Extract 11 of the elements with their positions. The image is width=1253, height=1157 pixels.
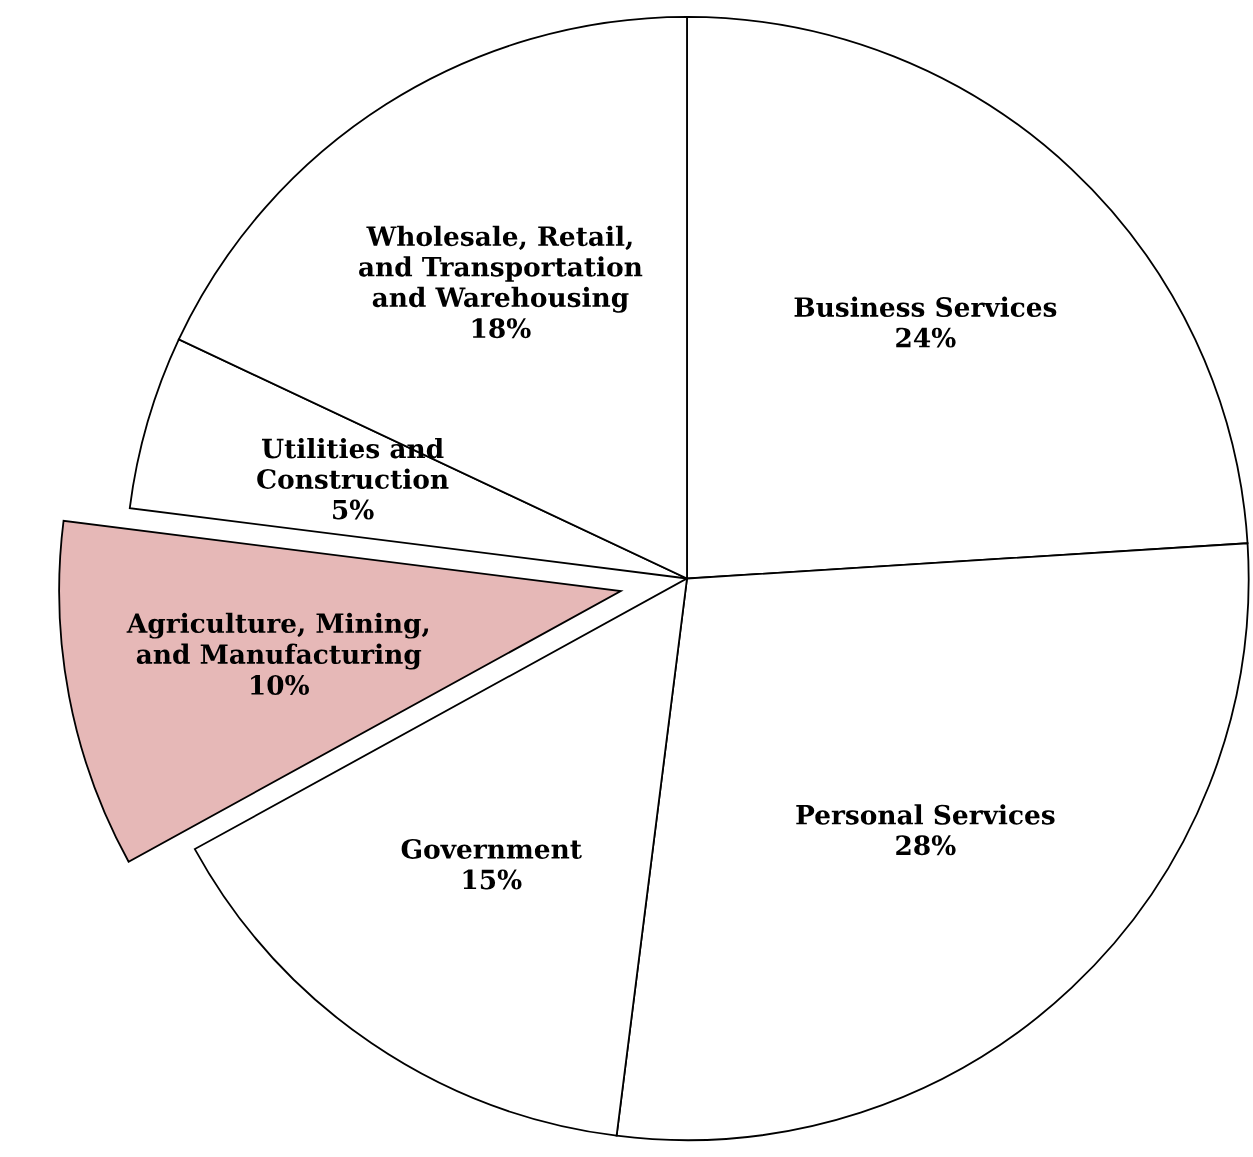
slice-label: Personal Services — [796, 804, 1055, 825]
data-label: 15% — [463, 869, 522, 890]
data-label: 5% — [333, 499, 374, 520]
data-label: 24% — [896, 327, 956, 348]
data-label: 28% — [896, 835, 956, 856]
data-label: 10% — [251, 675, 309, 695]
slice-label: Government — [401, 838, 582, 859]
slice-label: Business Services — [794, 296, 1057, 318]
data-label: 18% — [472, 318, 531, 339]
slice-label: Agriculture, Mining, and Manufacturing — [126, 612, 429, 670]
slice-label: Wholesale, Retail, and Transportation and Warehousing — [359, 225, 643, 313]
